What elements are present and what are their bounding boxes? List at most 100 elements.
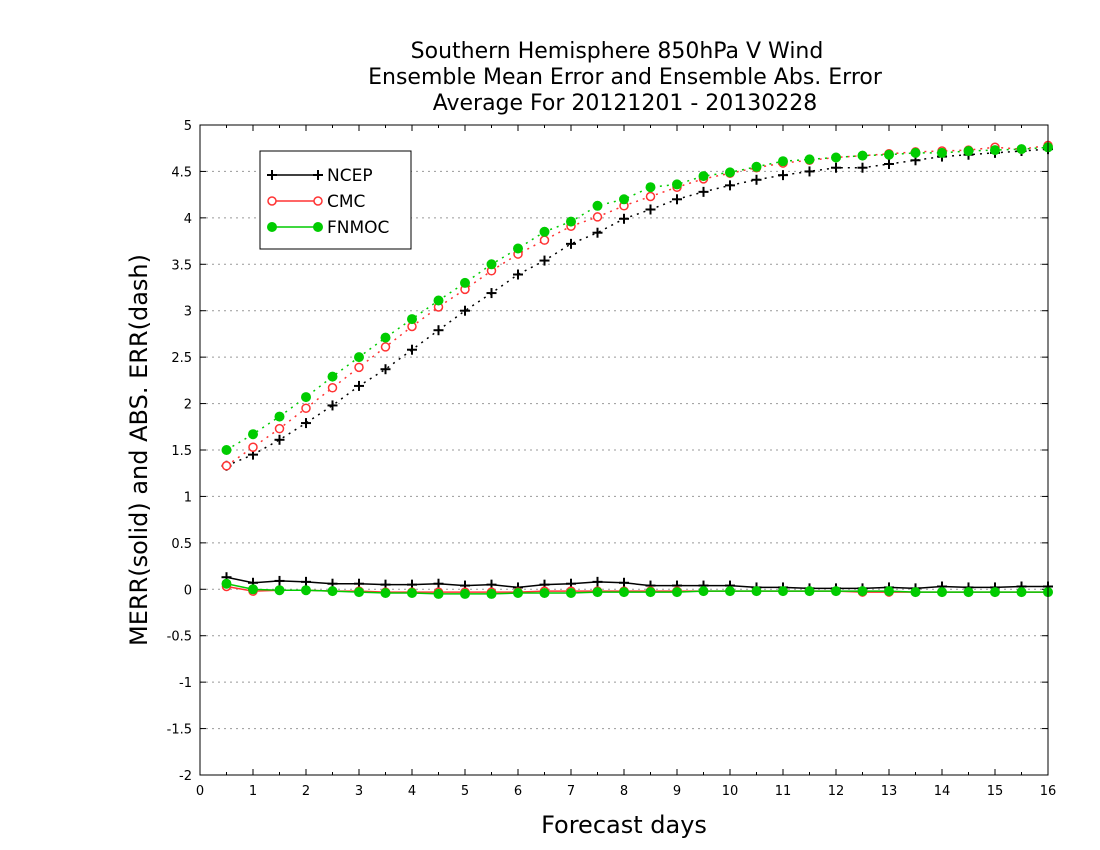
abs-err-point-fnmoc bbox=[725, 167, 735, 178]
legend-item-fnmoc: FNMOC bbox=[267, 218, 389, 238]
abs-err-point-ncep bbox=[778, 170, 788, 181]
y-tick-label: 1 bbox=[184, 490, 192, 505]
merr-point-fnmoc bbox=[884, 586, 894, 597]
legend-label-fnmoc: FNMOC bbox=[327, 218, 389, 238]
merr-point-fnmoc bbox=[274, 585, 285, 596]
abs-err-point-fnmoc bbox=[274, 411, 285, 422]
abs-err-point-ncep bbox=[592, 227, 603, 238]
legend-marker-ncep bbox=[313, 170, 323, 180]
x-tick-label: 2 bbox=[302, 784, 310, 799]
abs-err-point-ncep bbox=[380, 364, 391, 375]
abs-err-point-fnmoc bbox=[751, 161, 762, 172]
abs-err-point-fnmoc bbox=[857, 150, 868, 161]
y-tick-label: 3 bbox=[184, 305, 192, 320]
merr-point-ncep bbox=[301, 576, 311, 587]
merr-point-ncep bbox=[433, 578, 444, 589]
merr-point-fnmoc bbox=[460, 588, 470, 599]
y-tick-label: 5 bbox=[184, 119, 192, 134]
legend-item-cmc: CMC bbox=[267, 192, 365, 212]
abs-err-point-fnmoc bbox=[407, 314, 417, 325]
abs-err-point-ncep bbox=[301, 418, 311, 429]
abs-err-point-fnmoc bbox=[778, 156, 788, 167]
legend-marker-cmc bbox=[313, 196, 323, 206]
abs-err-point-cmc bbox=[248, 442, 258, 452]
abs-err-point-ncep bbox=[672, 194, 682, 205]
x-tick-label: 4 bbox=[408, 784, 416, 799]
abs-err-point-ncep bbox=[725, 180, 735, 191]
merr-point-fnmoc bbox=[248, 584, 258, 595]
merr-point-fnmoc bbox=[301, 585, 311, 596]
abs-err-point-fnmoc bbox=[460, 277, 470, 288]
legend-label-cmc: CMC bbox=[327, 192, 365, 212]
x-tick-label: 10 bbox=[722, 784, 739, 799]
abs-err-point-ncep bbox=[460, 305, 470, 316]
y-tick-label: 2 bbox=[184, 398, 192, 413]
grid bbox=[200, 170, 1048, 730]
legend-item-ncep: NCEP bbox=[267, 166, 373, 186]
merr-point-fnmoc bbox=[910, 587, 921, 598]
abs-err-point-cmc bbox=[354, 362, 364, 373]
x-tick-label: 13 bbox=[881, 784, 898, 799]
axis-ticks: -2-1.5-1-0.500.511.522.533.544.550 1 2 3 4 5 6… bbox=[167, 119, 1057, 799]
abs-err-point-cmc bbox=[592, 212, 603, 222]
legend-marker-cmc bbox=[267, 196, 277, 206]
abs-err-point-fnmoc bbox=[513, 243, 523, 254]
abs-err-point-ncep bbox=[857, 162, 868, 173]
merr-point-fnmoc bbox=[1016, 587, 1027, 598]
y-tick-label: -1.5 bbox=[167, 723, 192, 738]
merr-point-fnmoc bbox=[513, 588, 523, 598]
abs-err-point-cmc bbox=[301, 403, 311, 413]
y-tick-label: -2 bbox=[179, 769, 192, 784]
x-tick-label: 16 bbox=[1040, 784, 1057, 799]
chart-title: Southern Hemisphere 850hPa V Wind Ensemb… bbox=[368, 39, 883, 116]
legend-marker-ncep bbox=[267, 170, 277, 180]
abs-err-point-cmc bbox=[645, 191, 656, 202]
abs-err-point-fnmoc bbox=[910, 147, 921, 158]
abs-err-point-ncep bbox=[831, 162, 841, 173]
merr-point-fnmoc bbox=[592, 587, 603, 598]
merr-point-fnmoc bbox=[857, 586, 868, 597]
abs-err-point-ncep bbox=[354, 380, 364, 391]
x-tick-label: 5 bbox=[461, 784, 469, 799]
abs-err-point-fnmoc bbox=[1016, 144, 1027, 155]
abs-err-point-fnmoc bbox=[963, 146, 974, 156]
x-tick-label: 1 bbox=[249, 784, 257, 799]
x-axis-title: Forecast days bbox=[541, 811, 707, 839]
merr-point-fnmoc bbox=[407, 588, 417, 598]
merr-point-fnmoc bbox=[963, 587, 974, 598]
abs-err-point-ncep bbox=[407, 344, 417, 355]
x-tick-label: 8 bbox=[620, 784, 628, 799]
plot-frame bbox=[199, 124, 1049, 776]
legend-marker-fnmoc bbox=[267, 222, 277, 232]
abs-err-point-ncep bbox=[513, 269, 523, 280]
merr-point-fnmoc bbox=[725, 586, 735, 597]
series-layer bbox=[221, 140, 1053, 599]
merr-point-fnmoc bbox=[672, 587, 682, 598]
merr-point-fnmoc bbox=[486, 588, 497, 599]
y-tick-label: 0 bbox=[184, 583, 192, 598]
y-tick-label: 4.5 bbox=[171, 165, 192, 180]
abs-err-point-cmc bbox=[274, 423, 285, 434]
abs-err-point-fnmoc bbox=[433, 295, 444, 306]
y-tick-label: -1 bbox=[179, 676, 192, 691]
y-tick-label: 3.5 bbox=[171, 258, 192, 273]
x-tick-label: 15 bbox=[987, 784, 1004, 799]
abs-err-point-cmc bbox=[539, 235, 550, 245]
abs-err-point-cmc bbox=[327, 383, 338, 393]
abs-err-point-cmc bbox=[380, 342, 391, 352]
legend-marker-fnmoc bbox=[313, 222, 323, 232]
x-tick-label: 3 bbox=[355, 784, 363, 799]
y-tick-label: 0.5 bbox=[171, 537, 192, 552]
x-tick-label: 12 bbox=[828, 784, 845, 799]
abs-err-point-fnmoc bbox=[884, 149, 894, 160]
merr-point-fnmoc bbox=[645, 587, 656, 598]
y-axis-title: MERR(solid) and ABS. ERR(dash) bbox=[125, 254, 153, 646]
merr-point-fnmoc bbox=[354, 587, 364, 598]
abs-err-point-fnmoc bbox=[327, 371, 338, 382]
merr-point-fnmoc bbox=[433, 588, 444, 599]
abs-err-point-fnmoc bbox=[990, 145, 1000, 156]
merr-point-fnmoc bbox=[990, 587, 1000, 598]
merr-point-fnmoc bbox=[566, 588, 576, 598]
x-tick-label: 14 bbox=[934, 784, 951, 799]
